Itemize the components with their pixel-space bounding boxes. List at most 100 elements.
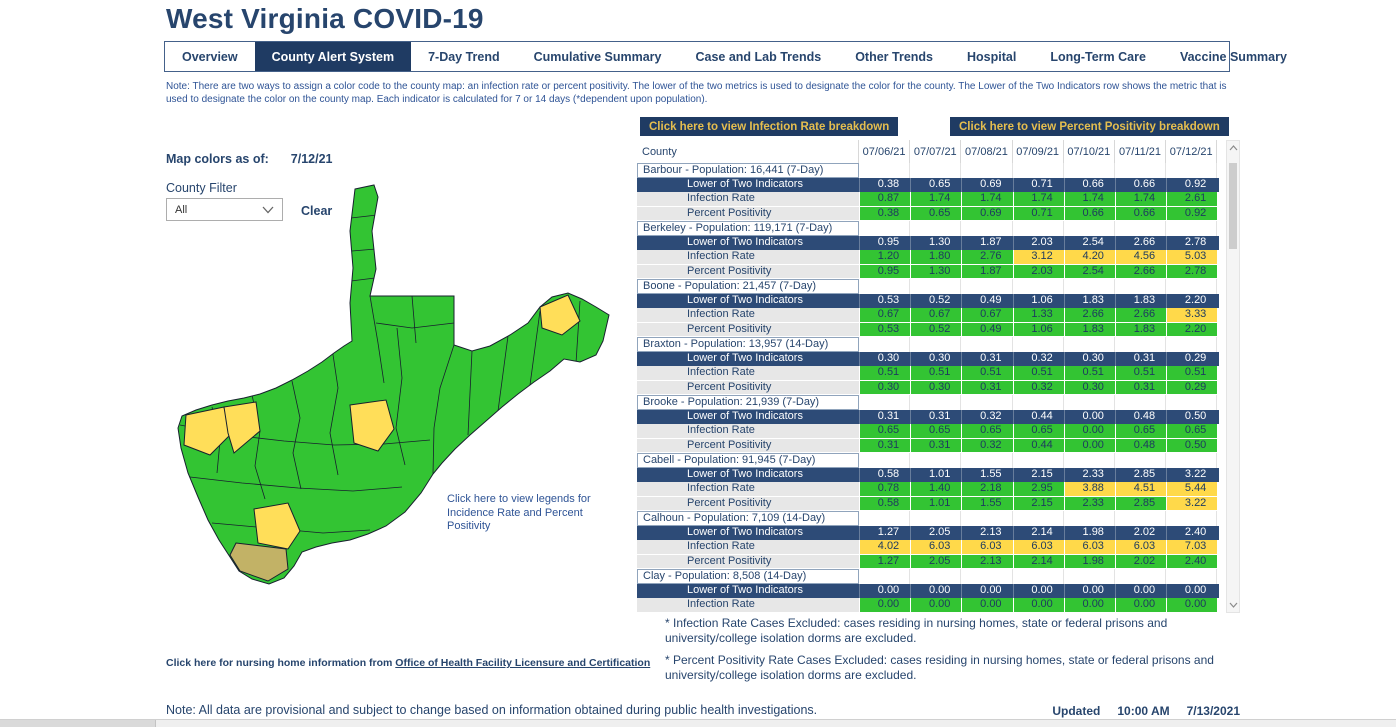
table-cell: 0.65 <box>1166 424 1218 439</box>
last-updated: Updated 10:00 AM 7/13/2021 <box>1052 704 1240 718</box>
table-row[interactable]: Percent Positivity 0.38 0.65 0.69 0.71 0.66 0.… <box>637 206 1219 221</box>
table-cell: 1.06 <box>1012 293 1064 308</box>
table-row[interactable]: Infection Rate 0.87 1.74 1.74 1.74 1.74 1.74 2.… <box>637 192 1219 207</box>
table-cell: 1.83 <box>1063 293 1115 308</box>
row-label: Lower of Two Indicators <box>687 351 803 364</box>
county-filter-dropdown[interactable]: All <box>166 198 283 221</box>
table-row[interactable]: Barbour - Population: 16,441 (7-Day) <box>637 163 1219 178</box>
county-yellow-panhandle[interactable] <box>539 294 581 336</box>
column-header-date[interactable]: 07/09/21 <box>1013 140 1064 163</box>
tab-overview[interactable]: Overview <box>182 49 238 64</box>
table-row[interactable]: Infection Rate 0.00 0.00 0.00 0.00 0.00 0.00 0.… <box>637 598 1219 612</box>
tab-cumulative-summary[interactable]: Cumulative Summary <box>533 49 662 64</box>
table-row[interactable]: Lower of Two Indicators 0.38 0.65 0.69 0.71 0… <box>637 177 1219 192</box>
row-label: Infection Rate <box>637 540 859 555</box>
county-yellow-west-2[interactable] <box>223 401 261 454</box>
tab-hospital[interactable]: Hospital <box>967 49 1017 64</box>
column-header-date[interactable]: 07/10/21 <box>1064 140 1115 163</box>
table-row[interactable]: Lower of Two Indicators 0.00 0.00 0.00 0.00 0… <box>637 583 1219 598</box>
legend-link[interactable]: Click here to view legends for Incidence… <box>447 493 591 532</box>
table-cell: 3.33 <box>1166 308 1218 323</box>
table-cell <box>1013 395 1064 410</box>
table-cell: 0.00 <box>1063 598 1115 612</box>
table-row[interactable]: Percent Positivity 0.58 1.01 1.55 2.15 2.33 2.… <box>637 496 1219 511</box>
table-row[interactable]: Percent Positivity 0.30 0.30 0.31 0.32 0.30 0.… <box>637 380 1219 395</box>
county-gold-south[interactable] <box>229 542 289 582</box>
table-row[interactable]: Brooke - Population: 21,939 (7-Day) <box>637 395 1219 410</box>
table-row[interactable]: Infection Rate 1.20 1.80 2.76 3.12 4.20 4.56 5.… <box>637 250 1219 265</box>
scroll-down-icon[interactable] <box>1227 599 1239 611</box>
table-cell: 0.67 <box>859 308 911 323</box>
table-cell: 0.44 <box>1012 409 1064 424</box>
table-cell: 0.65 <box>961 424 1013 439</box>
table-cell: 0.65 <box>1114 424 1167 439</box>
clear-filter-button[interactable]: Clear <box>301 204 333 218</box>
table-row[interactable]: Lower of Two Indicators 0.58 1.01 1.55 2.15 2… <box>637 467 1219 482</box>
table-cell: 2.14 <box>1012 554 1064 569</box>
table-cell <box>1013 163 1064 178</box>
wv-county-map[interactable] <box>172 183 617 607</box>
table-row[interactable]: Lower of Two Indicators 1.27 2.05 2.13 2.14 1… <box>637 525 1219 540</box>
county-name: Brooke - Population: 21,939 (7-Day) <box>637 395 859 410</box>
row-label: Lower of Two Indicators <box>687 467 803 480</box>
column-header-date[interactable]: 07/12/21 <box>1166 140 1218 163</box>
table-row[interactable]: Berkeley - Population: 119,171 (7-Day) <box>637 221 1219 236</box>
table-cell: 2.76 <box>961 250 1013 265</box>
table-cell <box>1115 279 1167 294</box>
tab-county-alert-system[interactable]: County Alert System <box>254 42 412 71</box>
percent-positivity-breakdown-button[interactable]: Click here to view Percent Positivity br… <box>950 117 1229 136</box>
table-row[interactable]: Percent Positivity 0.95 1.30 1.87 2.03 2.54 2.… <box>637 264 1219 279</box>
table-row[interactable]: Lower of Two Indicators 0.95 1.30 1.87 2.03 2… <box>637 235 1219 250</box>
nursing-home-link[interactable]: Office of Health Facility Licensure and … <box>395 657 651 669</box>
column-header-county[interactable]: County <box>637 140 859 163</box>
county-yellow-south[interactable] <box>253 502 301 550</box>
table-cell: 0.65 <box>859 424 911 439</box>
county-yellow-west-1[interactable] <box>183 406 231 456</box>
table-cell <box>1166 163 1218 178</box>
table-cell: 0.31 <box>961 380 1013 395</box>
scrollbar-thumb[interactable] <box>1229 163 1237 249</box>
table-row[interactable]: Calhoun - Population: 7,109 (14-Day) <box>637 511 1219 526</box>
table-row[interactable]: Braxton - Population: 13,957 (14-Day) <box>637 337 1219 352</box>
table-cell: 2.78 <box>1166 264 1218 279</box>
column-header-date[interactable]: 07/07/21 <box>910 140 962 163</box>
table-scrollbar[interactable] <box>1226 140 1240 613</box>
table-row[interactable]: Percent Positivity 1.27 2.05 2.13 2.14 1.98 2.… <box>637 554 1219 569</box>
column-header-date[interactable]: 07/11/21 <box>1115 140 1167 163</box>
table-row[interactable]: Infection Rate 4.02 6.03 6.03 6.03 6.03 6.03 7.… <box>637 540 1219 555</box>
table-row[interactable]: Cabell - Population: 91,945 (7-Day) <box>637 453 1219 468</box>
table-cell <box>1166 279 1218 294</box>
table-row[interactable]: Infection Rate 0.51 0.51 0.51 0.51 0.51 0.51 0.… <box>637 366 1219 381</box>
tab-vaccine-summary[interactable]: Vaccine Summary <box>1179 49 1287 64</box>
horizontal-scrollbar[interactable] <box>0 719 1396 727</box>
county-yellow-central[interactable] <box>349 399 395 452</box>
table-row[interactable]: Boone - Population: 21,457 (7-Day) <box>637 279 1219 294</box>
column-header-date[interactable]: 07/06/21 <box>859 140 911 163</box>
scroll-up-icon[interactable] <box>1227 142 1239 154</box>
table-row[interactable]: Clay - Population: 8,508 (14-Day) <box>637 569 1219 584</box>
table-cell <box>961 337 1013 352</box>
table-cell <box>859 163 911 178</box>
infection-rate-breakdown-button[interactable]: Click here to view Infection Rate breakd… <box>640 117 899 136</box>
table-cell: 2.15 <box>1012 467 1064 482</box>
table-cell: 0.53 <box>859 322 911 337</box>
table-cell <box>1013 337 1064 352</box>
tab-other-trends[interactable]: Other Trends <box>855 49 933 64</box>
table-row[interactable]: Infection Rate 0.78 1.40 2.18 2.95 3.88 4.51 5.… <box>637 482 1219 497</box>
column-header-date[interactable]: 07/08/21 <box>961 140 1013 163</box>
table-row[interactable]: Infection Rate 0.65 0.65 0.65 0.65 0.00 0.65 0.… <box>637 424 1219 439</box>
table-row[interactable]: Lower of Two Indicators 0.53 0.52 0.49 1.06 1… <box>637 293 1219 308</box>
table-cell: 0.31 <box>1114 351 1166 366</box>
tab-case-and-lab-trends[interactable]: Case and Lab Trends <box>695 49 822 64</box>
tab-7-day-trend[interactable]: 7-Day Trend <box>428 49 500 64</box>
table-cell <box>1013 569 1064 584</box>
table-cell <box>1166 511 1218 526</box>
table-cell <box>859 569 911 584</box>
table-cell: 0.00 <box>859 598 911 612</box>
table-row[interactable]: Lower of Two Indicators 0.31 0.31 0.32 0.44 0… <box>637 409 1219 424</box>
tab-long-term-care[interactable]: Long-Term Care <box>1050 49 1146 64</box>
table-row[interactable]: Lower of Two Indicators 0.30 0.30 0.31 0.32 0… <box>637 351 1219 366</box>
table-row[interactable]: Percent Positivity 0.31 0.31 0.32 0.44 0.00 0.… <box>637 438 1219 453</box>
table-row[interactable]: Percent Positivity 0.53 0.52 0.49 1.06 1.83 1.… <box>637 322 1219 337</box>
table-row[interactable]: Infection Rate 0.67 0.67 0.67 1.33 2.66 2.66 3.… <box>637 308 1219 323</box>
